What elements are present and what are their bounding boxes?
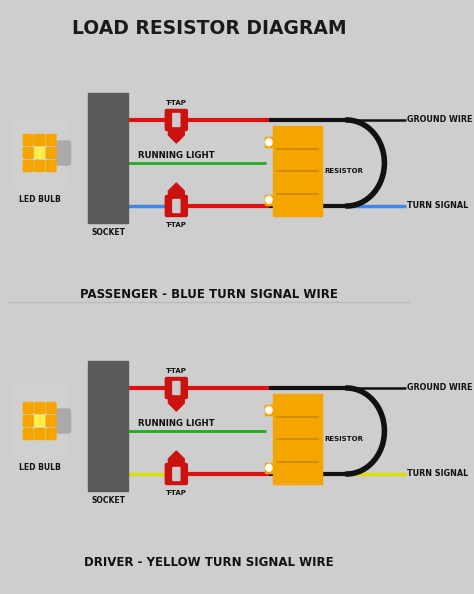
Circle shape bbox=[266, 465, 272, 471]
FancyBboxPatch shape bbox=[46, 428, 56, 440]
FancyBboxPatch shape bbox=[264, 137, 273, 147]
FancyBboxPatch shape bbox=[23, 134, 33, 146]
FancyBboxPatch shape bbox=[88, 93, 128, 223]
FancyBboxPatch shape bbox=[35, 160, 45, 172]
Text: DRIVER - YELLOW TURN SIGNAL WIRE: DRIVER - YELLOW TURN SIGNAL WIRE bbox=[84, 556, 334, 569]
Text: RUNNING LIGHT: RUNNING LIGHT bbox=[138, 151, 215, 160]
Text: SOCKET: SOCKET bbox=[91, 496, 125, 505]
FancyBboxPatch shape bbox=[35, 428, 45, 440]
FancyBboxPatch shape bbox=[35, 134, 45, 146]
FancyBboxPatch shape bbox=[46, 134, 56, 146]
Text: GROUND WIRE: GROUND WIRE bbox=[407, 115, 473, 125]
Text: LOAD RESISTOR DIAGRAM: LOAD RESISTOR DIAGRAM bbox=[72, 18, 346, 37]
FancyBboxPatch shape bbox=[173, 381, 180, 394]
Text: TURN SIGNAL: TURN SIGNAL bbox=[407, 201, 469, 210]
FancyBboxPatch shape bbox=[264, 195, 273, 205]
FancyBboxPatch shape bbox=[56, 409, 71, 433]
Text: T-TAP: T-TAP bbox=[166, 222, 187, 228]
Text: LED BULB: LED BULB bbox=[19, 195, 61, 204]
Circle shape bbox=[266, 139, 272, 146]
Text: T-TAP: T-TAP bbox=[166, 490, 187, 496]
Polygon shape bbox=[168, 397, 184, 411]
FancyBboxPatch shape bbox=[12, 114, 67, 192]
FancyBboxPatch shape bbox=[23, 147, 33, 159]
FancyBboxPatch shape bbox=[46, 403, 56, 413]
Polygon shape bbox=[168, 451, 184, 465]
FancyBboxPatch shape bbox=[173, 113, 180, 127]
Text: LED BULB: LED BULB bbox=[19, 463, 61, 472]
FancyBboxPatch shape bbox=[35, 415, 45, 426]
FancyBboxPatch shape bbox=[12, 382, 67, 460]
Text: TURN SIGNAL: TURN SIGNAL bbox=[407, 469, 469, 479]
FancyBboxPatch shape bbox=[35, 403, 45, 413]
FancyBboxPatch shape bbox=[23, 160, 33, 172]
FancyBboxPatch shape bbox=[46, 415, 56, 426]
Text: PASSENGER - BLUE TURN SIGNAL WIRE: PASSENGER - BLUE TURN SIGNAL WIRE bbox=[80, 288, 338, 301]
FancyBboxPatch shape bbox=[23, 403, 33, 413]
FancyBboxPatch shape bbox=[173, 200, 180, 213]
Text: GROUND WIRE: GROUND WIRE bbox=[407, 384, 473, 393]
FancyBboxPatch shape bbox=[273, 126, 322, 216]
Circle shape bbox=[266, 196, 272, 203]
FancyBboxPatch shape bbox=[56, 141, 71, 165]
FancyBboxPatch shape bbox=[264, 405, 273, 415]
FancyBboxPatch shape bbox=[46, 160, 56, 172]
FancyBboxPatch shape bbox=[173, 467, 180, 481]
Text: RESISTOR: RESISTOR bbox=[325, 436, 364, 442]
FancyBboxPatch shape bbox=[165, 463, 187, 485]
FancyBboxPatch shape bbox=[264, 463, 273, 473]
Text: RUNNING LIGHT: RUNNING LIGHT bbox=[138, 419, 215, 428]
FancyBboxPatch shape bbox=[88, 361, 128, 491]
FancyBboxPatch shape bbox=[165, 109, 187, 131]
FancyBboxPatch shape bbox=[35, 147, 45, 159]
Polygon shape bbox=[168, 183, 184, 197]
FancyBboxPatch shape bbox=[46, 147, 56, 159]
FancyBboxPatch shape bbox=[23, 428, 33, 440]
FancyBboxPatch shape bbox=[273, 394, 322, 484]
Polygon shape bbox=[168, 129, 184, 143]
FancyBboxPatch shape bbox=[23, 415, 33, 426]
Circle shape bbox=[266, 407, 272, 413]
FancyBboxPatch shape bbox=[165, 378, 187, 399]
Text: SOCKET: SOCKET bbox=[91, 228, 125, 237]
FancyBboxPatch shape bbox=[165, 195, 187, 216]
Text: T-TAP: T-TAP bbox=[166, 100, 187, 106]
Text: T-TAP: T-TAP bbox=[166, 368, 187, 374]
Text: RESISTOR: RESISTOR bbox=[325, 168, 364, 174]
